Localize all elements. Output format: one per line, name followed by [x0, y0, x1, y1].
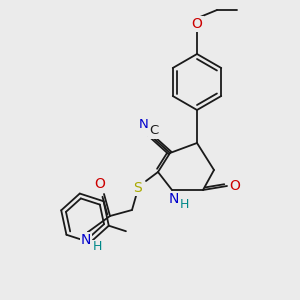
Text: H: H: [92, 241, 102, 254]
Text: O: O: [230, 179, 240, 193]
Text: C: C: [149, 124, 159, 137]
Text: N: N: [81, 233, 91, 247]
Text: S: S: [134, 181, 142, 195]
Text: N: N: [139, 118, 149, 131]
Text: O: O: [94, 177, 105, 191]
Text: N: N: [169, 192, 179, 206]
Text: O: O: [192, 17, 203, 31]
Text: H: H: [179, 199, 189, 212]
